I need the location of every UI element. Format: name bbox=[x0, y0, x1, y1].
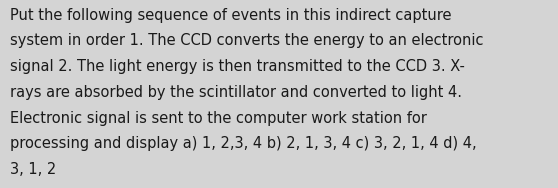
Text: system in order 1. The CCD converts the energy to an electronic: system in order 1. The CCD converts the … bbox=[10, 33, 484, 48]
Text: Put the following sequence of events in this indirect capture: Put the following sequence of events in … bbox=[10, 8, 451, 23]
Text: 3, 1, 2: 3, 1, 2 bbox=[10, 162, 56, 177]
Text: processing and display a) 1, 2,3, 4 b) 2, 1, 3, 4 c) 3, 2, 1, 4 d) 4,: processing and display a) 1, 2,3, 4 b) 2… bbox=[10, 136, 477, 151]
Text: Electronic signal is sent to the computer work station for: Electronic signal is sent to the compute… bbox=[10, 111, 427, 126]
Text: signal 2. The light energy is then transmitted to the CCD 3. X-: signal 2. The light energy is then trans… bbox=[10, 59, 465, 74]
Text: rays are absorbed by the scintillator and converted to light 4.: rays are absorbed by the scintillator an… bbox=[10, 85, 462, 100]
